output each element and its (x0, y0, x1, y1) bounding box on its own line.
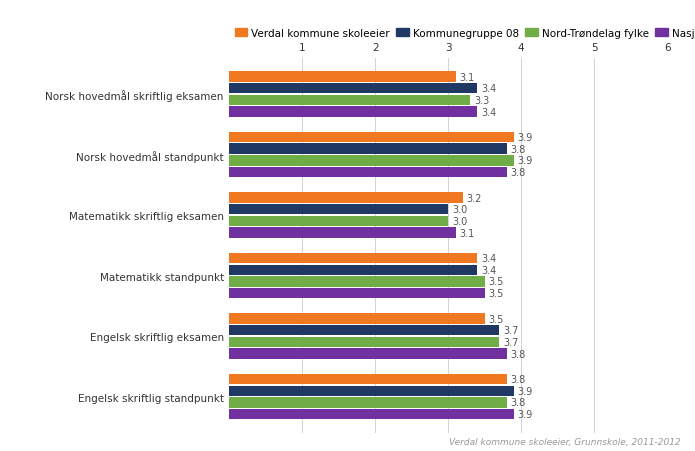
Bar (229, 144, 507, 155)
Text: 3.0: 3.0 (452, 216, 467, 226)
Text: 3.4: 3.4 (481, 107, 496, 117)
Bar (229, 349, 507, 359)
Bar (229, 72, 456, 83)
Text: 3.3: 3.3 (474, 96, 489, 106)
Text: 3.2: 3.2 (466, 193, 482, 203)
Bar (229, 337, 499, 347)
Bar (229, 228, 456, 238)
Text: 3.7: 3.7 (503, 326, 518, 336)
Bar (229, 313, 484, 324)
Bar (229, 167, 507, 178)
Text: 3.4: 3.4 (481, 265, 496, 275)
Text: 3.7: 3.7 (503, 337, 518, 347)
Bar (229, 265, 477, 276)
Text: 3.4: 3.4 (481, 84, 496, 94)
Text: 3.9: 3.9 (518, 409, 533, 419)
Text: 3.8: 3.8 (510, 144, 525, 154)
Bar (229, 205, 448, 215)
Bar (229, 409, 514, 419)
Bar (229, 397, 507, 408)
Text: 3.5: 3.5 (489, 289, 504, 299)
Bar (229, 216, 448, 227)
Text: 3.4: 3.4 (481, 253, 496, 263)
Bar (229, 193, 463, 203)
Text: 3.5: 3.5 (489, 314, 504, 324)
Text: 3.1: 3.1 (459, 228, 475, 238)
Bar (229, 386, 514, 396)
Text: 3.8: 3.8 (510, 349, 525, 359)
Text: 3.1: 3.1 (459, 72, 475, 83)
Text: 3.9: 3.9 (518, 386, 533, 396)
Bar (229, 325, 499, 336)
Text: Verdal kommune skoleeier, Grunnskole, 2011-2012: Verdal kommune skoleeier, Grunnskole, 20… (450, 437, 681, 446)
Bar (229, 133, 514, 143)
Text: 3.9: 3.9 (518, 133, 533, 143)
Text: 3.8: 3.8 (510, 168, 525, 178)
Bar (229, 156, 514, 166)
Bar (229, 276, 484, 287)
Text: 3.8: 3.8 (510, 374, 525, 384)
Bar (229, 107, 477, 118)
Legend: Verdal kommune skoleeier, Kommunegruppe 08, Nord-Trøndelag fylke, Nasjonalt: Verdal kommune skoleeier, Kommunegruppe … (234, 28, 695, 38)
Bar (229, 253, 477, 264)
Text: 3.9: 3.9 (518, 156, 533, 166)
Text: 3.5: 3.5 (489, 277, 504, 287)
Text: 3.0: 3.0 (452, 205, 467, 215)
Bar (229, 84, 477, 94)
Text: 3.8: 3.8 (510, 398, 525, 408)
Bar (229, 374, 507, 384)
Bar (229, 96, 470, 106)
Bar (229, 288, 484, 299)
